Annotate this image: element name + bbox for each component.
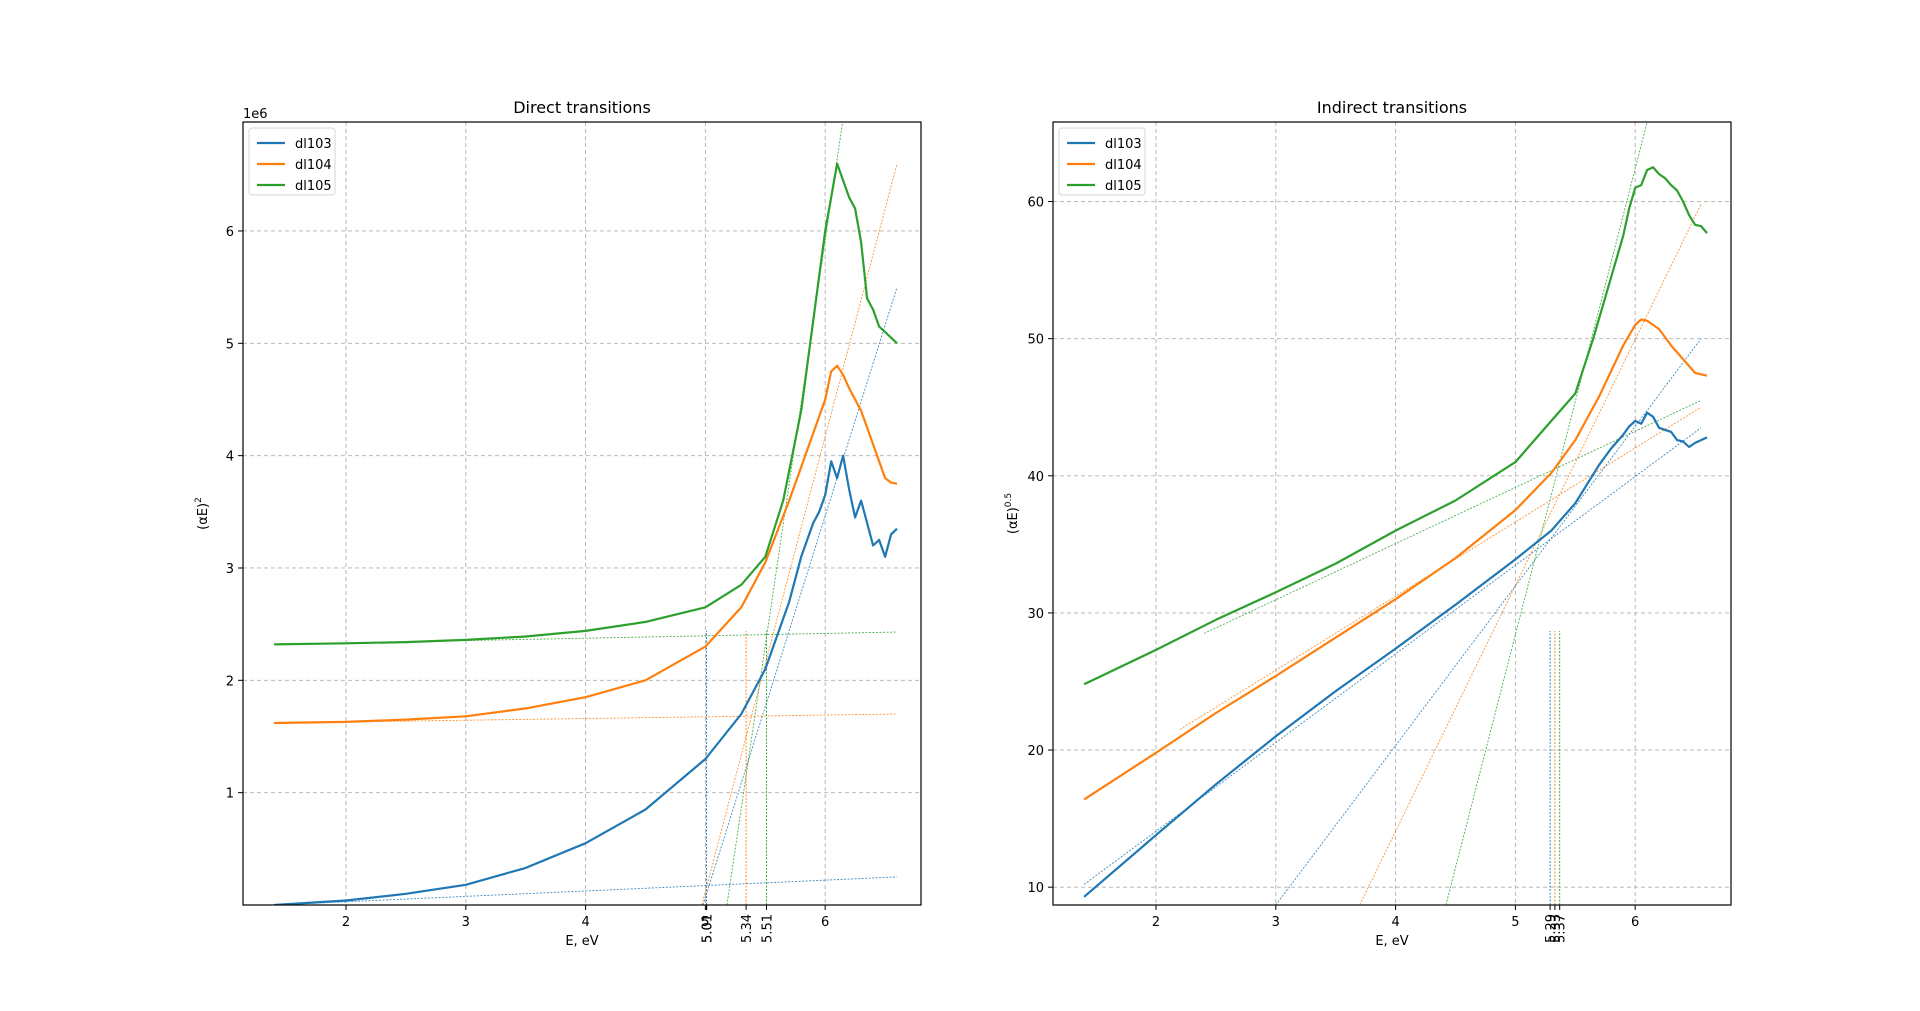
axis-ticks: 2 3 4 5 6 10 20 30 40 50 60 5.295.335.37 bbox=[1027, 196, 1639, 943]
bandgap-tick-label: 5.51 bbox=[760, 914, 775, 943]
data-series bbox=[1083, 166, 1708, 898]
legend-label-dl104: dl104 bbox=[1105, 158, 1142, 173]
axes-frame bbox=[1052, 121, 1732, 906]
y-tick-label: 6 bbox=[226, 225, 234, 240]
legend-label-dl103: dl103 bbox=[1105, 137, 1142, 152]
x-tick-label: 4 bbox=[581, 915, 589, 930]
x-tick-label: 5 bbox=[701, 915, 709, 930]
y-axis-label-base: (αE) bbox=[1006, 507, 1021, 534]
x-tick-label: 2 bbox=[342, 915, 350, 930]
grid-lines bbox=[243, 122, 921, 905]
y-tick-label: 1 bbox=[226, 787, 234, 802]
y-tick-label: 3 bbox=[226, 562, 234, 577]
fit-line-dl104 bbox=[274, 713, 898, 724]
y-axis-label-exp: 2 bbox=[194, 497, 204, 503]
x-tick-label: 2 bbox=[1152, 915, 1160, 930]
bandgap-tick-label: 5.01 bbox=[701, 914, 716, 943]
y-axis-label-base: (αE) bbox=[196, 503, 211, 530]
x-tick-label: 4 bbox=[1391, 915, 1399, 930]
y-axis-label-exp: 0.5 bbox=[1004, 493, 1014, 507]
series-dl103 bbox=[274, 454, 898, 905]
x-axis-label: E, eV bbox=[565, 934, 598, 949]
bandgap-tick-label: 5.37 bbox=[1554, 914, 1569, 943]
legend: dl103 dl104 dl105 bbox=[248, 127, 336, 196]
legend-box bbox=[1058, 127, 1146, 196]
fit-line-dl105 bbox=[1445, 122, 1648, 905]
fit-line-dl103 bbox=[274, 876, 898, 905]
y-axis-label: (αE)2 bbox=[194, 497, 211, 530]
legend-label-dl105: dl105 bbox=[295, 179, 332, 194]
fit-line-dl104 bbox=[1359, 204, 1702, 905]
chart-title: Direct transitions bbox=[513, 98, 651, 117]
x-tick-label: 6 bbox=[821, 915, 829, 930]
series-dl105 bbox=[1083, 166, 1708, 686]
fit-line-dl103 bbox=[702, 287, 898, 905]
y-tick-label: 5 bbox=[226, 337, 234, 352]
legend-label-dl105: dl105 bbox=[1105, 179, 1142, 194]
x-tick-label: 3 bbox=[462, 915, 470, 930]
bandgap-tick-label: 5.34 bbox=[740, 914, 755, 943]
y-tick-label: 60 bbox=[1027, 196, 1044, 211]
fit-line-dl105 bbox=[1203, 399, 1702, 634]
legend-label-dl103: dl103 bbox=[295, 137, 332, 152]
y-tick-label: 40 bbox=[1027, 470, 1044, 485]
y-tick-label: 30 bbox=[1027, 607, 1044, 622]
axes-frame bbox=[242, 121, 922, 906]
chart-title: Indirect transitions bbox=[1317, 98, 1467, 117]
bandgap-tick-label: 5.29 bbox=[1544, 914, 1559, 943]
y-tick-label: 50 bbox=[1027, 333, 1044, 348]
legend-box bbox=[248, 127, 336, 196]
y-tick-label: 10 bbox=[1027, 881, 1044, 896]
bandgap-tick-label: 5.33 bbox=[1549, 914, 1564, 943]
y-tick-label: 4 bbox=[226, 450, 234, 465]
x-tick-label: 3 bbox=[1272, 915, 1280, 930]
fit-line-dl105 bbox=[274, 631, 898, 645]
series-dl105 bbox=[274, 162, 898, 646]
x-axis-label: E, eV bbox=[1375, 934, 1408, 949]
y-tick-label: 20 bbox=[1027, 744, 1044, 759]
fit-line-dl103 bbox=[1275, 338, 1702, 905]
fit-line-dl104 bbox=[701, 163, 898, 905]
series-dl104 bbox=[1083, 318, 1708, 801]
x-tick-label: 6 bbox=[1631, 915, 1639, 930]
bandgap-tick-label: 5.01 bbox=[701, 914, 716, 943]
series-dl104 bbox=[274, 364, 898, 725]
series-dl103 bbox=[1083, 411, 1708, 898]
y-tick-label: 2 bbox=[226, 674, 234, 689]
y-axis-label: (αE)0.5 bbox=[1004, 493, 1021, 534]
indirect-transitions-chart: 2 3 4 5 6 10 20 30 40 50 60 5.295.335.37 Indirect t… bbox=[1004, 98, 1732, 949]
legend-label-dl104: dl104 bbox=[295, 158, 332, 173]
legend: dl103 dl104 dl105 bbox=[1058, 127, 1146, 196]
x-tick-label: 5 bbox=[1511, 915, 1519, 930]
data-series bbox=[274, 162, 898, 905]
y-offset-text: 1e6 bbox=[243, 107, 268, 122]
